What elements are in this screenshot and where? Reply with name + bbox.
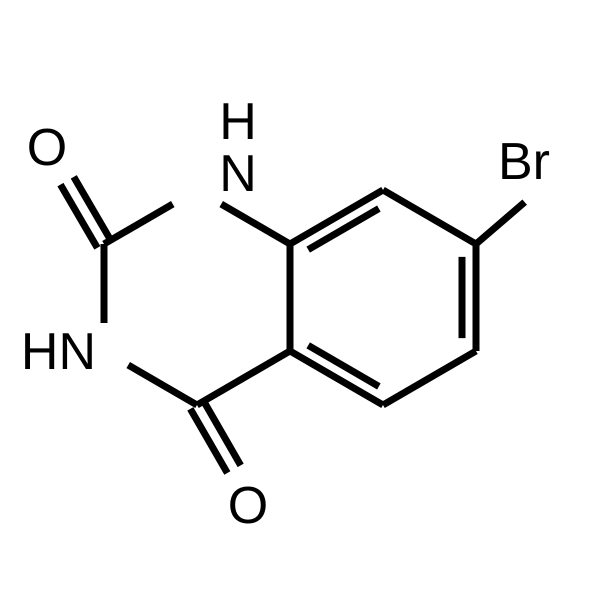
atom-label: H [219,93,257,151]
atom-label: HN [21,323,96,381]
atom-label: O [228,477,268,535]
molecule-diagram: HN HN O O Br [0,0,600,600]
atom-label: Br [498,133,550,191]
atom-label: N [219,145,257,203]
atom-label: O [27,119,67,177]
